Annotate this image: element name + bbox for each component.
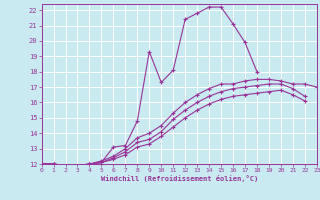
- X-axis label: Windchill (Refroidissement éolien,°C): Windchill (Refroidissement éolien,°C): [100, 175, 258, 182]
